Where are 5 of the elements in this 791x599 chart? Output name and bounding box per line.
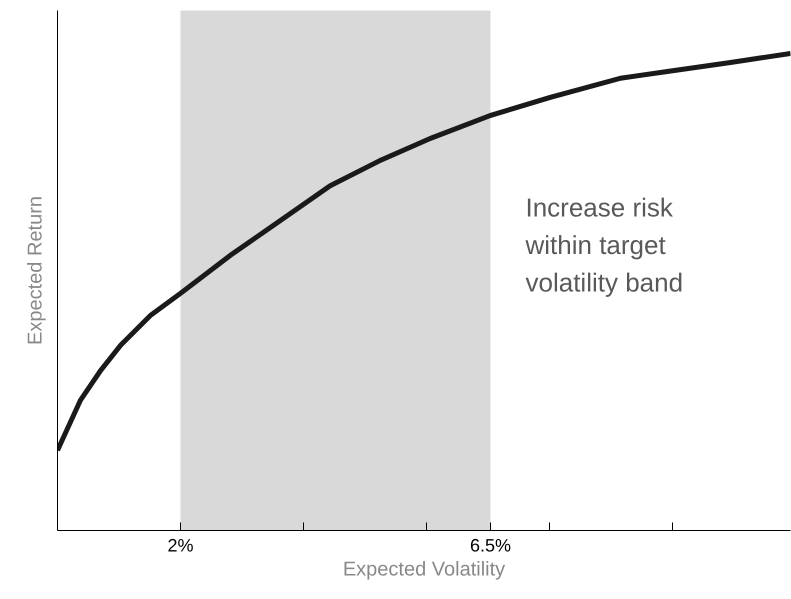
y-axis-title: Expected Return — [24, 196, 46, 345]
annotation: Increase risk within target volatility band — [524, 192, 684, 298]
x-axis-title: Expected Volatility — [342, 558, 506, 580]
x-tick-label: 6.5% — [470, 536, 511, 556]
x-tick-label: 2% — [167, 536, 194, 556]
